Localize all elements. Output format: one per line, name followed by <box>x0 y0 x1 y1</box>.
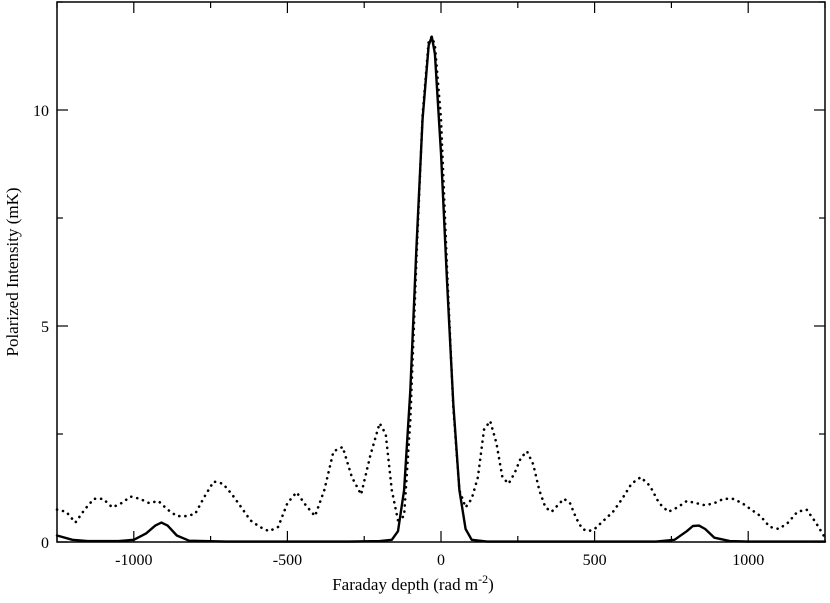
plot-frame <box>56 1 826 543</box>
x-tick-label: -500 <box>273 552 302 569</box>
series-solid-line <box>55 35 827 543</box>
x-axis-label-superscript: -2 <box>478 572 488 586</box>
x-tick-label: 500 <box>583 552 607 569</box>
x-axis-label-close: ) <box>488 575 494 594</box>
x-tick-label: -1000 <box>115 552 152 569</box>
tick-labels: -1000 -500 0 500 1000 0 5 10 <box>33 103 764 569</box>
y-tick-label: 5 <box>41 319 49 336</box>
x-tick-label: 1000 <box>732 552 764 569</box>
x-tick-label: 0 <box>437 552 445 569</box>
x-axis-label-main: Faraday depth (rad m <box>332 575 478 594</box>
series-group <box>55 35 827 543</box>
y-tick-label: 0 <box>41 535 49 552</box>
axis-ticks <box>56 1 826 543</box>
y-axis-label: Polarized Intensity (mK) <box>3 187 22 356</box>
series-dotted-line <box>55 35 827 540</box>
y-tick-label: 10 <box>33 103 49 120</box>
x-axis-label: Faraday depth (rad m-2) <box>332 572 494 594</box>
